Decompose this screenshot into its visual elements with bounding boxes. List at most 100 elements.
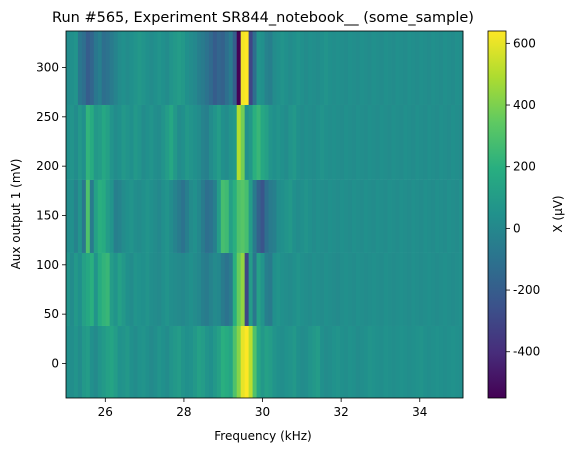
heatmap-cell — [133, 104, 138, 180]
heatmap-cell — [411, 325, 416, 398]
heatmap-cell — [73, 104, 79, 180]
heatmap-cell — [137, 31, 142, 105]
heatmap-cell — [264, 31, 269, 105]
heatmap-cell — [117, 252, 122, 326]
heatmap-cell — [149, 325, 154, 398]
heatmap-cell — [268, 252, 273, 326]
heatmap-cell — [85, 252, 91, 326]
heatmap-cell — [292, 325, 297, 398]
heatmap-cell — [284, 325, 289, 398]
heatmap-cell — [197, 31, 202, 105]
heatmap-cell — [383, 325, 388, 398]
heatmap-cell — [407, 325, 412, 398]
heatmap-cell — [423, 179, 428, 253]
heatmap-cell — [216, 252, 222, 326]
x-axis-label: Frequency (kHz) — [214, 429, 311, 443]
heatmap-cell — [129, 325, 134, 398]
heatmap-cell — [280, 252, 285, 326]
heatmap-cell — [133, 31, 138, 105]
heatmap-cell — [447, 179, 452, 253]
heatmap-cell — [355, 252, 361, 326]
colorbar — [487, 30, 507, 399]
heatmap-cell — [125, 325, 130, 398]
heatmap-cell — [93, 325, 99, 398]
heatmap-cell — [256, 104, 261, 180]
heatmap-cell — [97, 179, 103, 253]
heatmap-cell — [117, 179, 122, 253]
heatmap-cell — [117, 104, 122, 180]
heatmap-cell — [359, 31, 365, 105]
heatmap-cell — [359, 252, 365, 326]
heatmap-cell — [347, 325, 353, 398]
heatmap-cell — [347, 252, 353, 326]
heatmap-cell — [81, 179, 87, 253]
heatmap-cell — [339, 252, 345, 326]
heatmap-cell — [244, 325, 250, 398]
heatmap-cell — [101, 252, 107, 326]
heatmap-cell — [125, 104, 130, 180]
heatmap-cell — [89, 31, 95, 105]
heatmap-cell — [93, 31, 99, 105]
heatmap-cell — [328, 31, 333, 105]
heatmap-cell — [391, 31, 396, 105]
heatmap-cell — [212, 31, 218, 105]
heatmap-cell — [312, 31, 317, 105]
heatmap-cell — [256, 179, 261, 253]
heatmap-cell — [240, 31, 246, 105]
heatmap-cell — [415, 179, 420, 253]
heatmap-cell — [383, 104, 388, 180]
heatmap-cell — [339, 31, 345, 105]
heatmap-cell — [284, 31, 289, 105]
heatmap-cell — [189, 252, 194, 326]
heatmap-cell — [81, 252, 87, 326]
heatmap-cell — [216, 325, 222, 398]
heatmap-cell — [367, 179, 373, 253]
heatmap-cell — [153, 179, 158, 253]
heatmap-cell — [272, 179, 277, 253]
heatmap-cell — [236, 104, 242, 180]
heatmap-cell — [439, 179, 444, 253]
heatmap-cell — [240, 252, 246, 326]
heatmap-cell — [411, 31, 416, 105]
heatmap-cell — [260, 325, 265, 398]
heatmap-cell — [272, 104, 277, 180]
heatmap-cell — [439, 252, 444, 326]
heatmap-cells — [66, 31, 464, 398]
heatmap-cell — [403, 104, 408, 180]
heatmap-cell — [308, 252, 313, 326]
heatmap-cell — [125, 179, 130, 253]
heatmap-cell — [383, 31, 388, 105]
heatmap-cell — [399, 31, 404, 105]
heatmap-cell — [335, 104, 341, 180]
heatmap-cell — [304, 179, 309, 253]
heatmap-cell — [165, 104, 170, 180]
heatmap-cell — [296, 31, 301, 105]
heatmap-cell — [97, 104, 103, 180]
heatmap-cell — [300, 252, 305, 326]
heatmap-cell — [117, 31, 122, 105]
x-tick-label: 26 — [98, 405, 113, 419]
heatmap-cell — [101, 104, 107, 180]
heatmap-cell — [328, 252, 333, 326]
heatmap-cell — [153, 104, 158, 180]
heatmap-cell — [244, 179, 250, 253]
heatmap-cell — [145, 104, 150, 180]
heatmap-cell — [268, 104, 273, 180]
heatmap-cell — [236, 31, 242, 105]
heatmap-cell — [363, 104, 369, 180]
heatmap-cell — [312, 179, 317, 253]
heatmap-cell — [443, 179, 448, 253]
heatmap-cell — [109, 325, 115, 398]
heatmap-cell — [363, 31, 369, 105]
heatmap-cell — [375, 31, 381, 105]
heatmap-cell — [443, 104, 448, 180]
heatmap-cell — [288, 325, 293, 398]
heatmap-cell — [447, 325, 452, 398]
heatmap-cell — [427, 325, 432, 398]
heatmap-cell — [197, 252, 202, 326]
heatmap-cell — [288, 179, 293, 253]
heatmap-cell — [331, 31, 337, 105]
heatmap-cell — [379, 325, 384, 398]
heatmap-cell — [228, 252, 234, 326]
heatmap-cell — [69, 31, 75, 105]
